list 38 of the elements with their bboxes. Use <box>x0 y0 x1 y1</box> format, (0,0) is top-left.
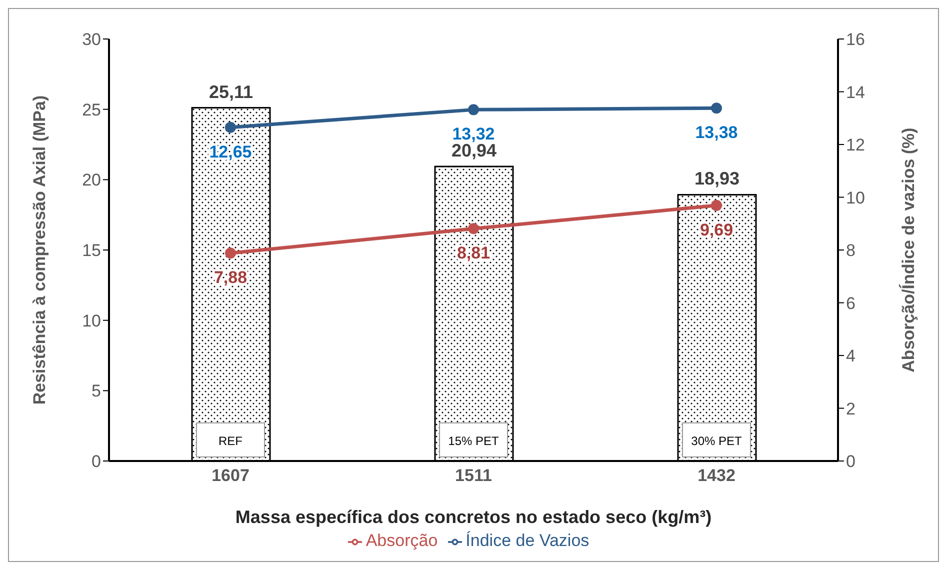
y2-tick-label: 4 <box>846 346 856 366</box>
y2-axis-title: Absorção/Índice de vazios (%) <box>898 128 918 372</box>
data-label: 18,93 <box>694 168 740 189</box>
point <box>225 248 236 259</box>
annotation: REF <box>218 434 242 448</box>
y2-tick-label: 10 <box>846 188 865 208</box>
x-tick-label: 1511 <box>455 466 492 486</box>
y2-tick-label: 16 <box>846 30 865 50</box>
y-tick-label: 30 <box>82 30 101 50</box>
y-tick-label: 0 <box>92 452 101 472</box>
x-axis-title: Massa específica dos concretos no estado seco (kg/m³) <box>235 507 712 527</box>
point <box>711 200 722 211</box>
point <box>711 102 722 114</box>
data-label: 12,65 <box>209 142 252 162</box>
point <box>225 122 236 133</box>
y-tick-label: 5 <box>92 382 101 401</box>
data-label: 13,32 <box>452 124 495 144</box>
y2-tick-label: 12 <box>846 136 865 155</box>
x-tick-label: 1607 <box>212 466 250 486</box>
point <box>468 104 479 116</box>
y2-tick-label: 8 <box>846 241 856 260</box>
y2-tick-label: 2 <box>846 399 856 418</box>
data-label: 25,11 <box>208 82 254 102</box>
annotation: 30% PET <box>691 434 743 448</box>
point <box>468 223 479 234</box>
y2-tick-label: 0 <box>846 452 856 472</box>
y-tick-label: 25 <box>82 100 101 120</box>
y-tick-label: 10 <box>82 311 101 330</box>
y-axis-title: Resistência à compressão Axial (MPa) <box>30 95 50 405</box>
y-tick-label: 15 <box>82 241 101 260</box>
legend-label: Absorção <box>366 531 438 550</box>
y2-tick-label: 14 <box>846 82 865 102</box>
y2-tick-label: 6 <box>846 294 856 313</box>
annotation: 15% PET <box>448 434 500 448</box>
legend-label: Índice de Vazios <box>466 531 590 550</box>
data-label: 13,38 <box>695 123 738 142</box>
x-tick-label: 1432 <box>698 466 736 486</box>
y-tick-label: 20 <box>82 170 101 190</box>
